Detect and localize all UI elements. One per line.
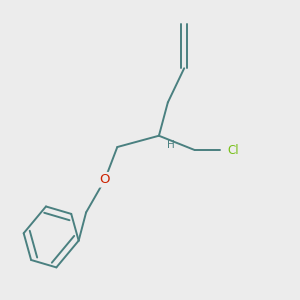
Text: O: O bbox=[100, 173, 110, 186]
Text: H: H bbox=[167, 140, 175, 150]
Text: Cl: Cl bbox=[227, 143, 239, 157]
